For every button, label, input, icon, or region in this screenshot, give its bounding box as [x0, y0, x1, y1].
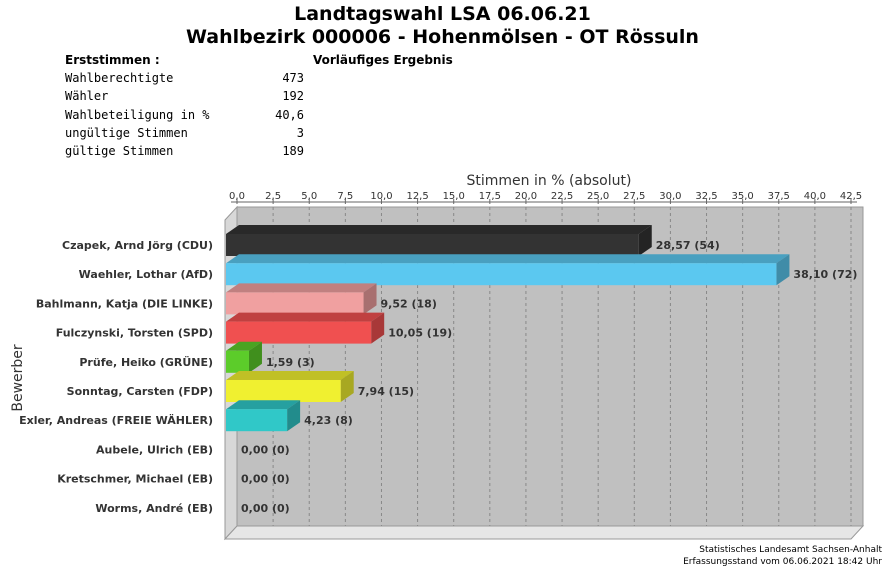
category-label: Fulczynski, Torsten (SPD): [56, 327, 213, 340]
bar: [226, 350, 249, 373]
bar-top: [226, 283, 377, 293]
x-tick-label: 42,5: [840, 191, 862, 202]
category-label: Worms, André (EB): [95, 502, 213, 515]
x-tick-label: 22,5: [551, 191, 573, 202]
bar: [226, 409, 288, 432]
data-label: 9,52 (18): [381, 297, 437, 310]
bar-top: [226, 254, 790, 264]
section-label: Erststimmen :: [65, 53, 160, 67]
x-tick-label: 20,0: [515, 191, 537, 202]
footer-source: Statistisches Landesamt Sachsen-Anhalt: [699, 545, 882, 555]
bar: [226, 263, 777, 286]
stat-row: Wahlberechtigte 473: [65, 71, 310, 89]
stat-row: Wähler 192: [65, 89, 310, 107]
x-tick-label: 7,5: [337, 191, 353, 202]
stat-label: gültige Stimmen: [65, 144, 174, 159]
x-tick-label: 35,0: [732, 191, 754, 202]
bar-top: [226, 225, 652, 234]
stat-row: gültige Stimmen 189: [65, 144, 310, 162]
data-label: 7,94 (15): [358, 385, 414, 398]
x-tick-label: 37,5: [768, 191, 790, 202]
bar-side: [248, 341, 262, 373]
x-tick-label: 15,0: [443, 191, 465, 202]
stat-value: 473: [282, 71, 304, 85]
category-label: Exler, Andreas (FREIE WÄHLER): [19, 413, 213, 427]
bar: [226, 321, 372, 344]
y-axis-label: Bewerber: [10, 344, 26, 412]
x-tick-label: 17,5: [479, 191, 501, 202]
x-tick-label: 10,0: [370, 191, 392, 202]
result-label: Vorläufiges Ergebnis: [313, 53, 453, 67]
bar-top: [226, 371, 354, 380]
stat-value: 192: [282, 89, 304, 104]
x-tick-label: 0,0: [229, 191, 245, 202]
stat-row: Wahlbeteiligung in % 40,6: [65, 108, 310, 126]
category-label: Czapek, Arnd Jörg (CDU): [62, 239, 213, 252]
x-tick-label: 32,5: [695, 191, 717, 202]
bar-side: [776, 254, 790, 286]
data-label: 0,00 (0): [241, 443, 290, 456]
bar-side: [371, 312, 385, 344]
data-label: 0,00 (0): [241, 502, 290, 515]
plot-side-wall: [224, 205, 238, 541]
data-label: 10,05 (19): [388, 327, 452, 340]
bar-side: [638, 225, 652, 256]
bar-side: [340, 371, 354, 402]
stat-label: Wahlberechtigte: [65, 71, 174, 85]
x-tick-label: 30,0: [659, 191, 681, 202]
stat-label: Wähler: [65, 89, 109, 104]
x-tick-label: 25,0: [587, 191, 609, 202]
stat-label: Wahlbeteiligung in %: [65, 107, 210, 122]
data-label: 0,00 (0): [241, 473, 290, 486]
category-label: Sonntag, Carsten (FDP): [67, 385, 213, 398]
bar-side: [287, 400, 301, 432]
x-axis-label: Stimmen in % (absolut): [467, 173, 632, 189]
x-tick-label: 5,0: [301, 191, 317, 202]
bar: [226, 292, 364, 315]
chart-subtitle: Wahlbezirk 000006 - Hohenmölsen - OT Rös…: [186, 26, 699, 48]
data-label: 4,23 (8): [304, 414, 353, 427]
bar: [226, 380, 341, 402]
x-tick-label: 12,5: [406, 191, 428, 202]
stat-value: 189: [282, 144, 304, 159]
stat-row: ungültige Stimmen 3: [65, 126, 310, 144]
bar-top: [226, 400, 301, 410]
bar-top: [226, 312, 385, 322]
stats-table: Wahlberechtigte 473 Wähler 192 Wahlbetei…: [65, 71, 310, 162]
data-label: 1,59 (3): [266, 356, 315, 369]
bar-top: [226, 341, 262, 351]
category-label: Waehler, Lothar (AfD): [79, 268, 213, 281]
category-label: Aubele, Ulrich (EB): [96, 443, 213, 456]
stat-value: 3: [296, 125, 304, 140]
category-label: Kretschmer, Michael (EB): [57, 473, 213, 486]
chart-title: Landtagswahl LSA 06.06.21: [294, 3, 591, 25]
x-tick-label: 2,5: [265, 191, 281, 202]
plot-floor: [223, 525, 865, 540]
data-label: 38,10 (72): [793, 268, 857, 281]
x-tick-label: 27,5: [623, 191, 645, 202]
category-label: Bahlmann, Katja (DIE LINKE): [36, 297, 213, 310]
bar-side: [363, 283, 377, 315]
category-label: Prüfe, Heiko (GRÜNE): [79, 355, 213, 369]
data-label: 28,57 (54): [656, 239, 720, 252]
stat-label: ungültige Stimmen: [65, 125, 188, 140]
x-tick-label: 40,0: [804, 191, 826, 202]
bar: [226, 234, 639, 256]
stat-value: 40,6: [275, 107, 304, 122]
footer-timestamp: Erfassungsstand vom 06.06.2021 18:42 Uhr: [683, 557, 882, 567]
